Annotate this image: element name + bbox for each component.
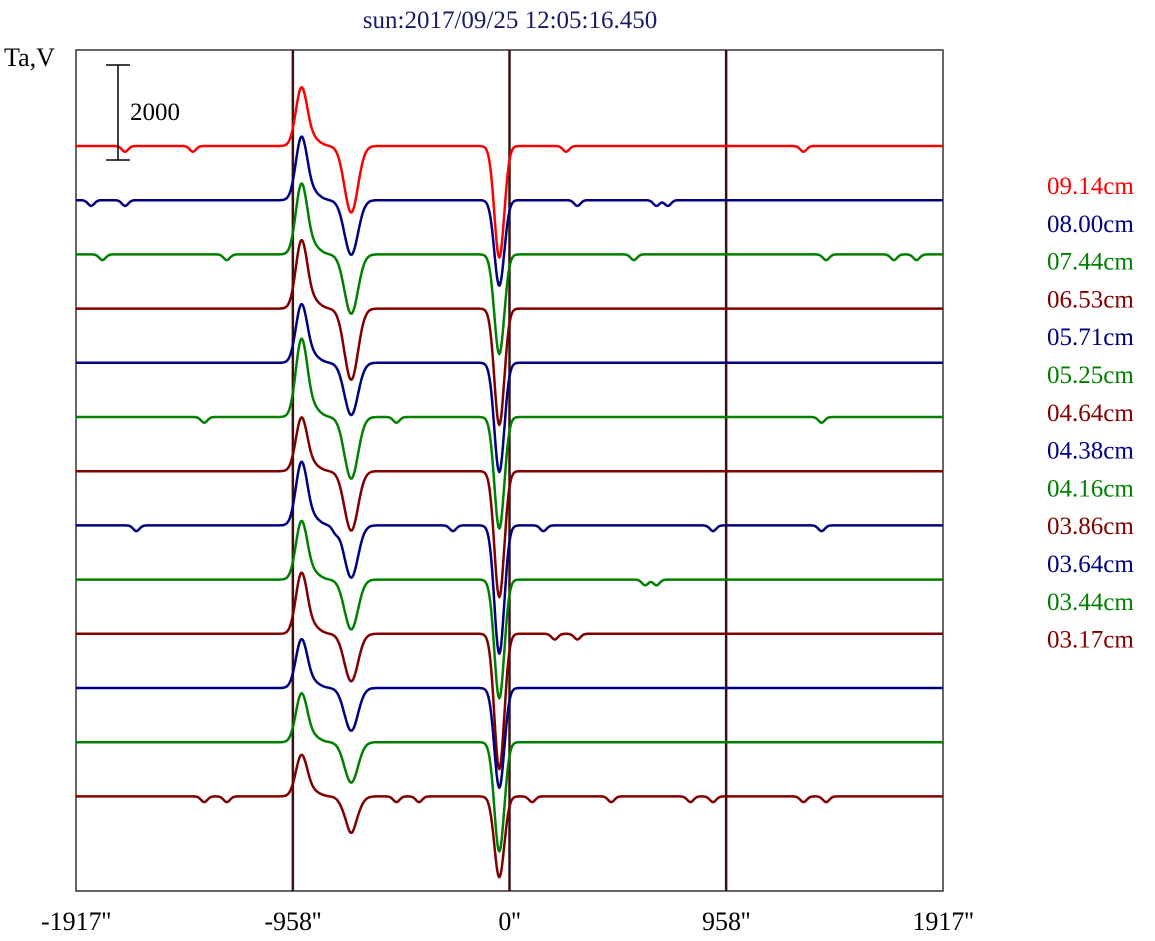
legend-entry-04.38cm: 04.38cm — [1047, 438, 1134, 465]
legend-entry-04.16cm: 04.16cm — [1047, 475, 1134, 502]
x-tick-label-1: -958'' — [264, 907, 321, 936]
series-line-06.53cm — [75, 238, 943, 427]
series-line-05.71cm — [75, 302, 943, 474]
legend-entry-03.64cm: 03.64cm — [1047, 551, 1134, 578]
series-line-03.86cm — [75, 571, 943, 771]
legend-entry-05.71cm: 05.71cm — [1047, 324, 1134, 351]
series-line-05.25cm — [75, 337, 943, 530]
x-tick-labels: -1917'' -958'' 0'' 958'' 1917'' — [41, 907, 974, 936]
series-line-04.38cm — [75, 460, 943, 655]
x-tick-label-0: -1917'' — [41, 907, 111, 936]
series-line-09.14cm — [75, 86, 943, 259]
legend-entry-07.44cm: 07.44cm — [1047, 249, 1134, 276]
series-line-03.64cm — [75, 637, 943, 790]
legend-entry-03.17cm: 03.17cm — [1047, 627, 1134, 654]
series-line-04.16cm — [75, 519, 943, 700]
legend-entry-03.86cm: 03.86cm — [1047, 513, 1134, 540]
scale-bar-label: 2000 — [130, 99, 180, 126]
legend-entry-05.25cm: 05.25cm — [1047, 362, 1134, 389]
scale-bar: 2000 — [106, 64, 180, 161]
legend-entry-03.44cm: 03.44cm — [1047, 589, 1134, 616]
series-line-08.00cm — [75, 135, 943, 287]
x-tick-label-4: 1917'' — [912, 907, 973, 936]
legend-entry-06.53cm: 06.53cm — [1047, 286, 1134, 313]
series-line-07.44cm — [75, 182, 943, 356]
series-lines — [75, 86, 943, 879]
legend-entry-08.00cm: 08.00cm — [1047, 211, 1134, 238]
series-line-03.17cm — [75, 753, 943, 879]
y-axis-label: Ta,V — [4, 43, 55, 72]
series-line-04.64cm — [75, 416, 943, 599]
series-line-03.44cm — [75, 692, 943, 853]
legend: 09.14cm 08.00cm 07.44cm 06.53cm 05.71cm 05.25… — [1047, 173, 1134, 654]
legend-entry-04.64cm: 04.64cm — [1047, 400, 1134, 427]
x-tick-label-2: 0'' — [498, 907, 520, 936]
chart-title: sun:2017/09/25 12:05:16.450 — [363, 7, 657, 34]
legend-entry-09.14cm: 09.14cm — [1047, 173, 1134, 200]
x-tick-label-3: 958'' — [702, 907, 750, 936]
